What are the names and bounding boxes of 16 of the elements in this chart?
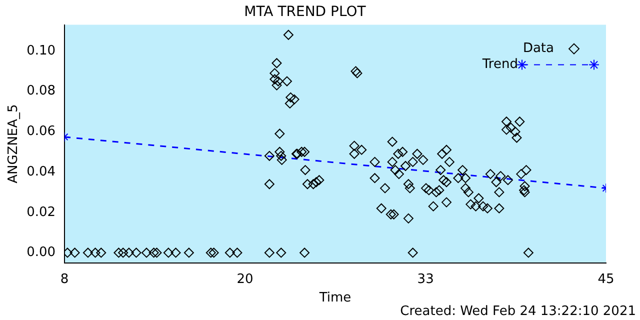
x-tick-label: 33 — [417, 272, 434, 287]
chart-title: MTA TREND PLOT — [244, 4, 366, 20]
y-tick-label: 0.10 — [26, 43, 56, 58]
legend-label: Data — [522, 41, 554, 56]
x-tick-label: 20 — [236, 272, 254, 287]
text: Created: Wed Feb 24 13:22:10 2021 — [400, 304, 636, 319]
y-tick-label: 0.00 — [26, 245, 56, 260]
x-tick-label: 8 — [60, 272, 69, 287]
y-axis-title: ANGZNEA_5 — [6, 104, 22, 184]
y-tick-label: 0.08 — [26, 84, 56, 99]
y-tick-label: 0.02 — [26, 204, 56, 220]
legend-label: Trend — [481, 57, 518, 72]
y-tick-label: 0.04 — [26, 164, 56, 180]
y-tick-label: 0.06 — [26, 124, 56, 140]
x-axis-title: Time — [318, 290, 352, 306]
x-tick-label: 45 — [598, 272, 614, 287]
